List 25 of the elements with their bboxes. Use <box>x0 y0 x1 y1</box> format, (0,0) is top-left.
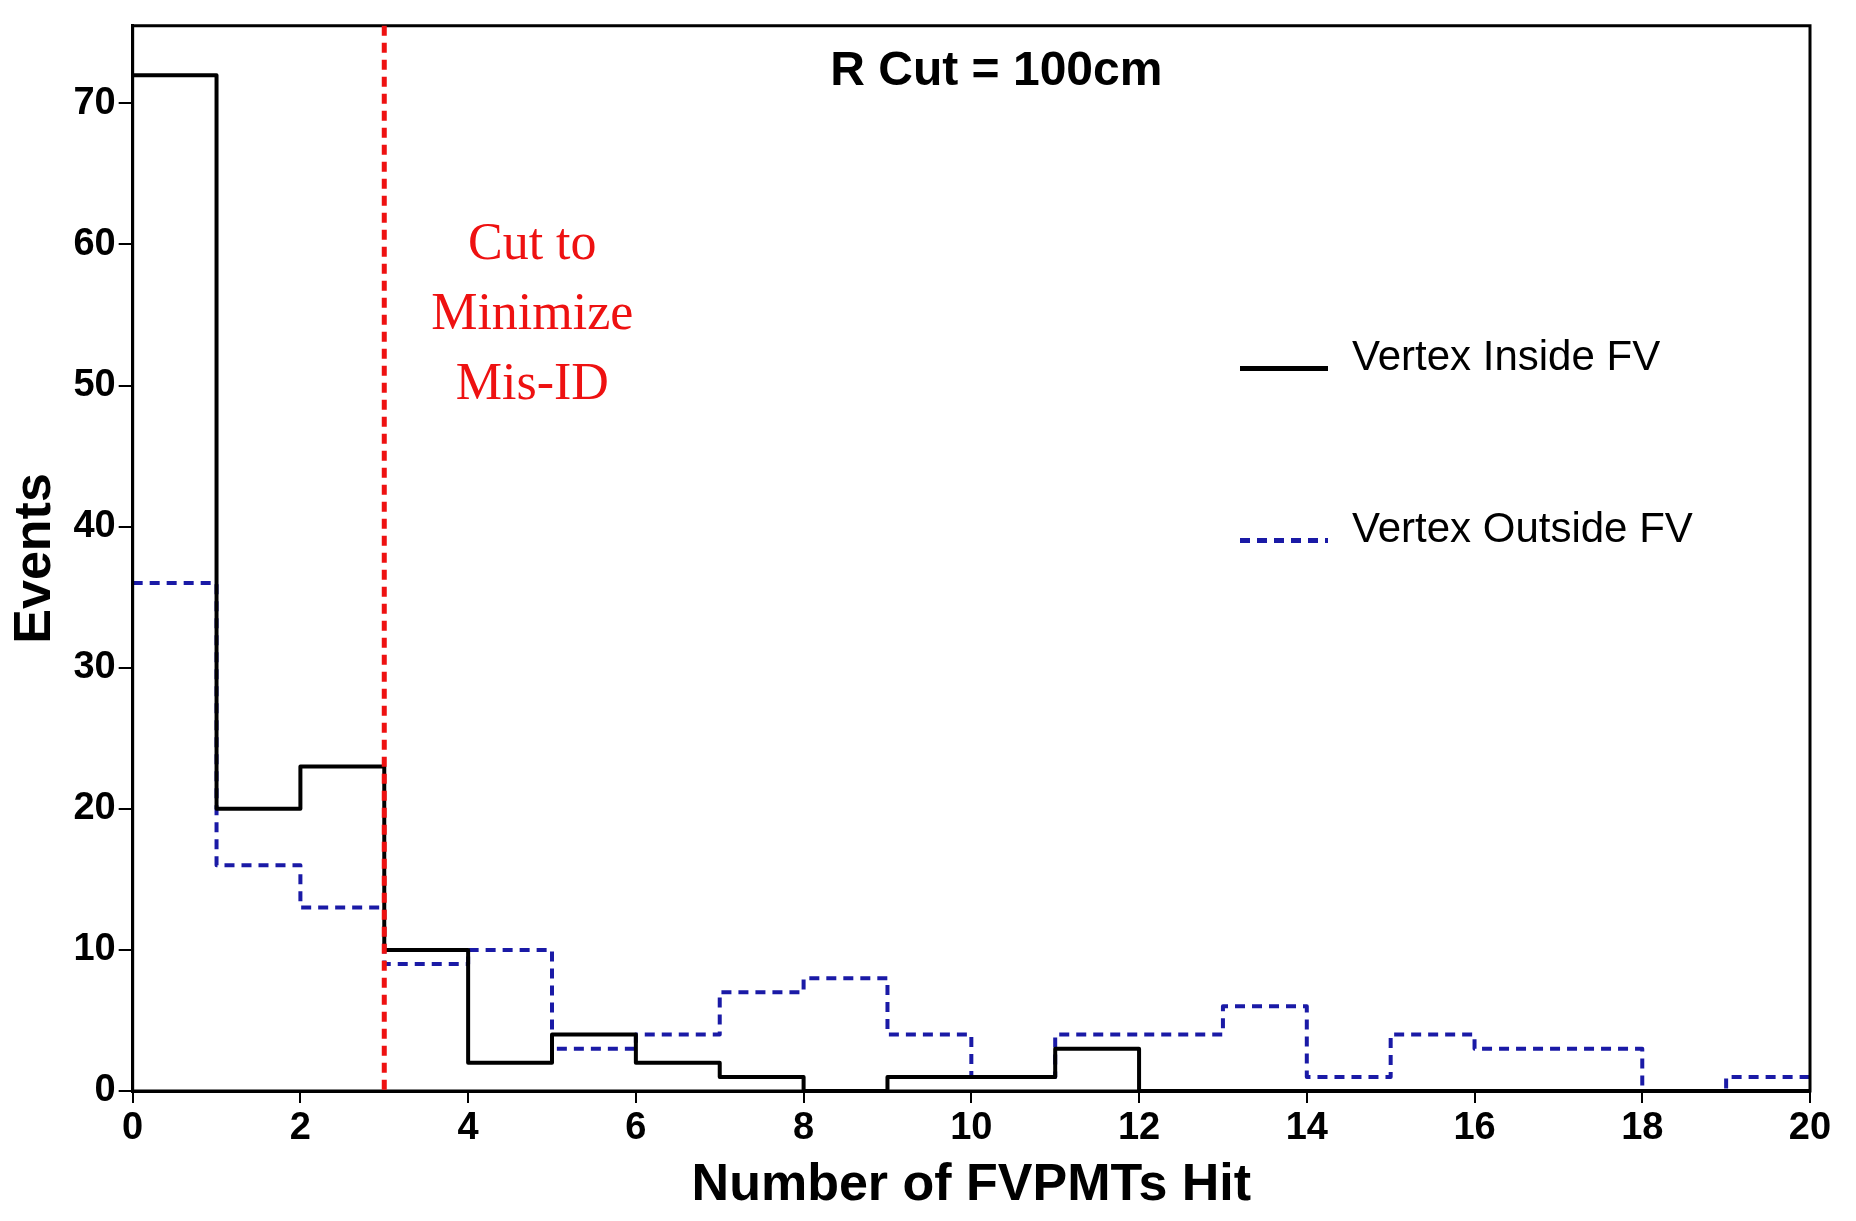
y-tick-label: 10 <box>73 926 116 969</box>
x-tick-label: 20 <box>1788 1105 1832 1148</box>
legend-label: Vertex Outside FV <box>1352 503 1693 551</box>
chart-title: R Cut = 100cm <box>830 42 1163 96</box>
x-tick-label: 10 <box>950 1105 993 1148</box>
x-tick-label: 16 <box>1453 1105 1496 1148</box>
x-tick-label: 0 <box>122 1105 144 1148</box>
x-tick-label: 12 <box>1117 1105 1161 1148</box>
x-tick-label: 2 <box>289 1105 311 1148</box>
y-tick-label: 40 <box>73 503 116 546</box>
ref-line-label: Cut to Minimize Mis-ID <box>431 213 634 411</box>
y-tick-label: 20 <box>73 785 116 828</box>
y-tick-label: 30 <box>73 644 116 687</box>
y-tick-label: 0 <box>94 1067 116 1110</box>
x-tick-label: 8 <box>793 1105 815 1148</box>
y-tick-label: 70 <box>73 79 116 122</box>
x-tick-label: 18 <box>1621 1105 1664 1148</box>
y-tick-label: 60 <box>73 220 116 263</box>
x-axis-title: Number of FVPMTs Hit <box>691 1153 1252 1212</box>
x-tick-label: 4 <box>457 1105 479 1148</box>
y-axis-title: Events <box>2 473 61 644</box>
x-tick-label: 14 <box>1285 1105 1328 1148</box>
legend-label: Vertex Inside FV <box>1352 331 1661 379</box>
y-tick-label: 50 <box>73 362 116 405</box>
x-tick-label: 6 <box>625 1105 647 1148</box>
